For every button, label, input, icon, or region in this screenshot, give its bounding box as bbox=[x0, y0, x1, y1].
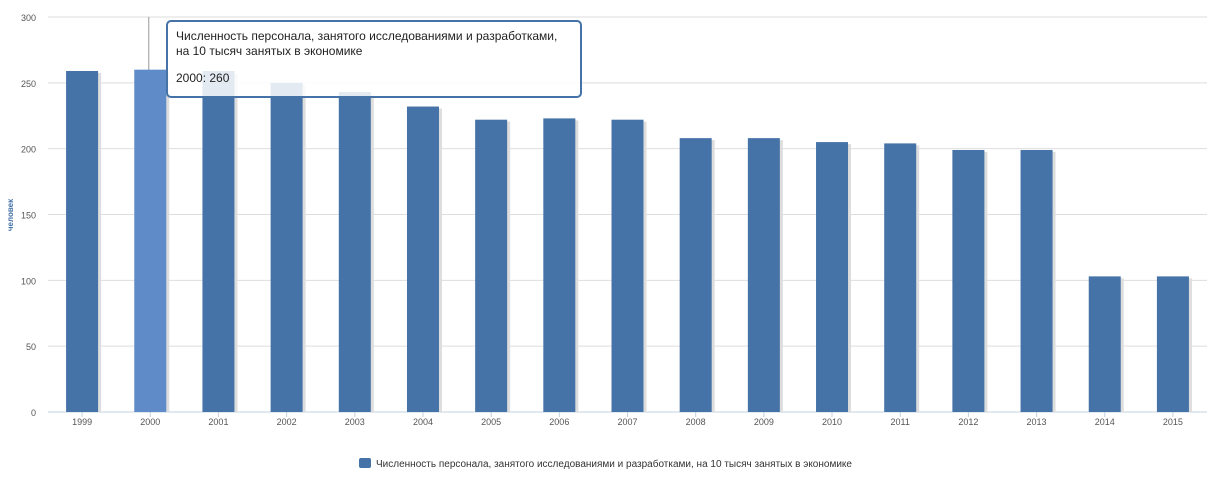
tooltip: Численность персонала, занятого исследов… bbox=[166, 20, 582, 98]
bar bbox=[1020, 149, 1053, 412]
bar bbox=[475, 119, 508, 412]
x-tick-label: 2015 bbox=[1163, 417, 1183, 427]
bar bbox=[952, 149, 985, 412]
x-tick-label: 2005 bbox=[481, 417, 501, 427]
bar bbox=[747, 138, 780, 412]
x-tick-label: 2008 bbox=[686, 417, 706, 427]
x-tick-label: 2002 bbox=[277, 417, 297, 427]
bar bbox=[66, 70, 99, 412]
bar bbox=[406, 106, 439, 413]
x-tick-label: 2001 bbox=[208, 417, 228, 427]
x-tick-label: 2013 bbox=[1027, 417, 1047, 427]
y-tick-label: 100 bbox=[21, 276, 36, 286]
legend[interactable]: Численность персонала, занятого исследов… bbox=[0, 458, 1211, 470]
bar bbox=[679, 138, 712, 412]
x-tick-label: 2007 bbox=[617, 417, 637, 427]
x-tick-label: 2014 bbox=[1095, 417, 1115, 427]
x-tick-label: 2003 bbox=[345, 417, 365, 427]
x-tick-label: 2012 bbox=[958, 417, 978, 427]
bar bbox=[338, 92, 371, 413]
x-tick-label: 1999 bbox=[72, 417, 92, 427]
bar bbox=[1088, 276, 1121, 412]
bar bbox=[611, 119, 644, 412]
bar bbox=[134, 69, 167, 413]
bar bbox=[884, 143, 917, 412]
bar bbox=[270, 82, 303, 412]
legend-label: Численность персонала, занятого исследов… bbox=[376, 459, 852, 470]
x-tick-label: 2010 bbox=[822, 417, 842, 427]
bar bbox=[1156, 276, 1189, 412]
y-tick-label: 50 bbox=[26, 342, 36, 352]
tooltip-value: 2000: 260 bbox=[176, 71, 230, 85]
bar bbox=[543, 118, 576, 412]
y-axis-title: человек bbox=[6, 198, 15, 231]
x-tick-label: 2006 bbox=[549, 417, 569, 427]
tooltip-title: Численность персонала, занятого исследов… bbox=[176, 29, 558, 58]
y-tick-label: 200 bbox=[21, 145, 36, 155]
y-tick-label: 0 bbox=[31, 408, 36, 418]
y-tick-label: 150 bbox=[21, 211, 36, 221]
bar bbox=[202, 70, 235, 412]
bar bbox=[816, 142, 849, 413]
x-tick-label: 2000 bbox=[140, 417, 160, 427]
x-tick-label: 2011 bbox=[891, 417, 910, 427]
x-tick-label: 2009 bbox=[754, 417, 774, 427]
legend-swatch bbox=[359, 458, 372, 468]
y-tick-label: 300 bbox=[21, 13, 36, 23]
y-tick-label: 250 bbox=[21, 79, 36, 89]
x-tick-label: 2004 bbox=[413, 417, 433, 427]
